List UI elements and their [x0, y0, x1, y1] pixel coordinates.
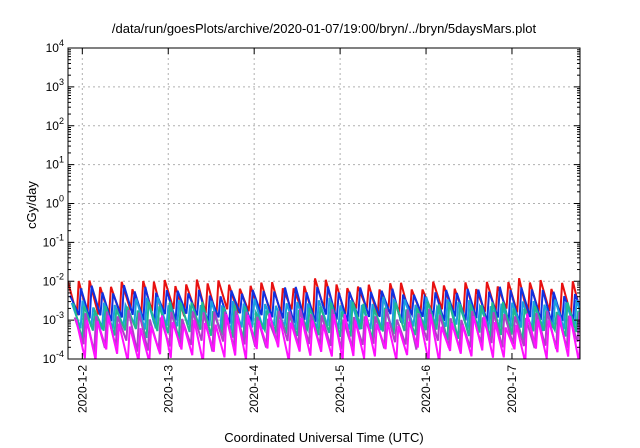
y-tick-label: 100	[46, 194, 64, 211]
y-tick-base: 10	[43, 235, 57, 249]
chart-title: /data/run/goesPlots/archive/2020-01-07/1…	[112, 21, 537, 36]
y-tick-base: 10	[43, 274, 57, 288]
y-tick-label: 10-3	[43, 310, 64, 327]
y-tick-label: 10-2	[43, 271, 64, 288]
y-tick-base: 10	[46, 158, 60, 172]
y-tick-exponent: 1	[59, 155, 64, 165]
y-tick-base: 10	[43, 313, 57, 327]
series-group	[68, 277, 580, 359]
x-tick-label: 2020-1-6	[419, 365, 433, 413]
ticks	[68, 47, 580, 360]
x-tick-label: 2020-1-4	[247, 365, 261, 413]
y-tick-base: 10	[46, 80, 60, 94]
series-line	[75, 313, 580, 359]
y-tick-label: 104	[46, 38, 64, 55]
y-tick-base: 10	[46, 119, 60, 133]
y-tick-exponent: -2	[56, 271, 64, 281]
y-axis-title: cGy/day	[24, 181, 39, 229]
x-axis-title: Coordinated Universal Time (UTC)	[224, 430, 423, 445]
x-tick-label: 2020-1-5	[333, 365, 347, 413]
y-tick-label: 102	[46, 116, 64, 133]
y-tick-label: 103	[46, 77, 64, 94]
x-tick-label: 2020-1-7	[505, 365, 519, 413]
x-tick-labels: 2020-1-2 2020-1-3 2020-1-4 2020-1-5 2020-1-6…	[75, 365, 519, 413]
y-tick-exponent: 4	[59, 38, 64, 48]
y-tick-exponent: 0	[59, 194, 64, 204]
y-tick-base: 10	[46, 41, 60, 55]
y-tick-base: 10	[46, 197, 60, 211]
y-tick-base: 10	[43, 352, 57, 366]
y-tick-label: 10-4	[43, 349, 64, 366]
x-tick-label: 2020-1-3	[161, 365, 175, 413]
y-tick-label: 10-1	[43, 232, 64, 249]
y-tick-exponent: -1	[56, 232, 64, 242]
y-tick-exponent: 2	[59, 116, 64, 126]
y-tick-exponent: -3	[56, 310, 64, 320]
y-tick-label: 101	[46, 155, 64, 172]
grid	[68, 48, 580, 359]
y-tick-exponent: -4	[56, 349, 64, 359]
x-tick-label: 2020-1-2	[75, 365, 89, 413]
y-tick-exponent: 3	[59, 77, 64, 87]
